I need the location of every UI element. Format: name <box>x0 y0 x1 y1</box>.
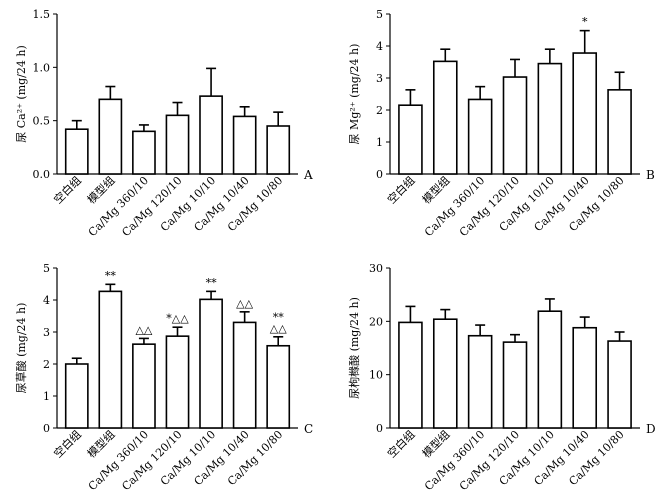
y-tick-label: 2 <box>43 358 50 371</box>
bar <box>98 98 123 175</box>
chart-panel-c: 0 1 2 3 4 5 尿草酸 (mg/24 h) 空白组 ** 模型组 △△ Ca/Mg 360/1… <box>14 262 313 493</box>
bar <box>132 130 156 175</box>
x-tick-label: 空白组 <box>384 427 417 460</box>
x-tick-label: 空白组 <box>51 173 84 206</box>
y-axis-label: 尿草酸 (mg/24 h) <box>14 303 28 394</box>
x-tick-label: 空白组 <box>384 173 417 206</box>
y-tick-label: 4 <box>43 294 50 307</box>
y-tick-label: 1.5 <box>33 8 51 21</box>
bar <box>98 290 123 429</box>
significance-mark: △△ <box>236 297 253 310</box>
bar <box>432 60 458 175</box>
bar <box>467 98 493 175</box>
x-tick-label: 模型组 <box>419 173 452 206</box>
chart-panel-a: 0.0 0.5 1.0 1.5 尿 Ca²⁺ (mg/24 h) 空白组 模型组Ca/Mg … <box>15 8 313 239</box>
x-tick-label: 模型组 <box>419 427 452 460</box>
significance-mark: ** <box>206 276 218 289</box>
bar <box>266 344 291 429</box>
x-tick-label: Ca/Mg 120/10 <box>457 428 522 493</box>
bar <box>266 125 291 175</box>
bar <box>64 363 89 429</box>
bar <box>232 115 257 175</box>
y-tick-label: 0 <box>376 168 383 181</box>
x-tick-label: Ca/Mg 360/10 <box>422 174 487 239</box>
bar <box>607 89 632 175</box>
y-tick-label: 0 <box>43 422 50 435</box>
significance-mark: *△△ <box>166 312 189 325</box>
bar <box>398 321 423 429</box>
bar <box>199 95 223 175</box>
bar <box>572 326 598 429</box>
y-axis-label: 尿 Ca²⁺ (mg/24 h) <box>15 45 28 143</box>
bar <box>165 335 190 429</box>
y-tick-label: 2 <box>376 104 383 117</box>
y-tick-label: 10 <box>369 369 383 382</box>
bar <box>502 76 528 175</box>
panel-label: D <box>646 422 656 436</box>
panel-label: A <box>303 168 313 182</box>
bar <box>432 318 458 429</box>
y-tick-label: 4 <box>376 40 383 53</box>
y-tick-label: 0.5 <box>33 115 51 128</box>
panel-label: B <box>646 168 655 182</box>
y-tick-label: 30 <box>369 262 383 275</box>
significance-mark: ** <box>105 269 117 282</box>
bar <box>607 340 632 429</box>
bar <box>537 310 563 429</box>
bar <box>572 52 598 175</box>
y-tick-label: 1 <box>376 136 383 149</box>
bar <box>537 62 563 175</box>
panel-label: C <box>304 422 313 436</box>
significance-mark: △△ <box>135 323 152 336</box>
y-tick-label: 5 <box>43 262 50 275</box>
x-tick-label: 空白组 <box>51 427 84 460</box>
bar <box>165 114 190 175</box>
significance-mark: ** <box>273 311 285 324</box>
x-tick-label: Ca/Mg 120/10 <box>119 428 184 493</box>
x-tick-label: Ca/Mg 120/10 <box>119 174 184 239</box>
x-tick-label: Ca/Mg 360/10 <box>86 428 151 493</box>
y-axis-label: 尿 Mg²⁺ (mg/24 h) <box>348 44 361 145</box>
bar <box>232 321 257 429</box>
bar <box>398 104 423 175</box>
x-tick-label: Ca/Mg 360/10 <box>422 428 487 493</box>
x-tick-label: 模型组 <box>84 173 117 206</box>
y-tick-label: 1 <box>43 390 50 403</box>
y-tick-label: 0.0 <box>33 168 51 181</box>
y-tick-label: 1.0 <box>33 61 51 74</box>
significance-mark: △△ <box>270 322 287 335</box>
y-tick-label: 20 <box>369 315 383 328</box>
y-tick-label: 3 <box>376 72 383 85</box>
y-tick-label: 5 <box>376 8 383 21</box>
bar <box>64 128 89 175</box>
bar <box>132 343 156 429</box>
y-axis-label: 尿枸橼酸 (mg/24 h) <box>347 297 361 399</box>
x-tick-label: Ca/Mg 360/10 <box>86 174 151 239</box>
bar <box>502 341 528 429</box>
significance-mark: * <box>582 16 588 29</box>
x-tick-label: 模型组 <box>84 427 117 460</box>
bar <box>199 298 223 429</box>
y-tick-label: 0 <box>376 422 383 435</box>
x-tick-label: Ca/Mg 120/10 <box>457 174 522 239</box>
y-tick-label: 3 <box>43 326 50 339</box>
bar <box>467 334 493 429</box>
